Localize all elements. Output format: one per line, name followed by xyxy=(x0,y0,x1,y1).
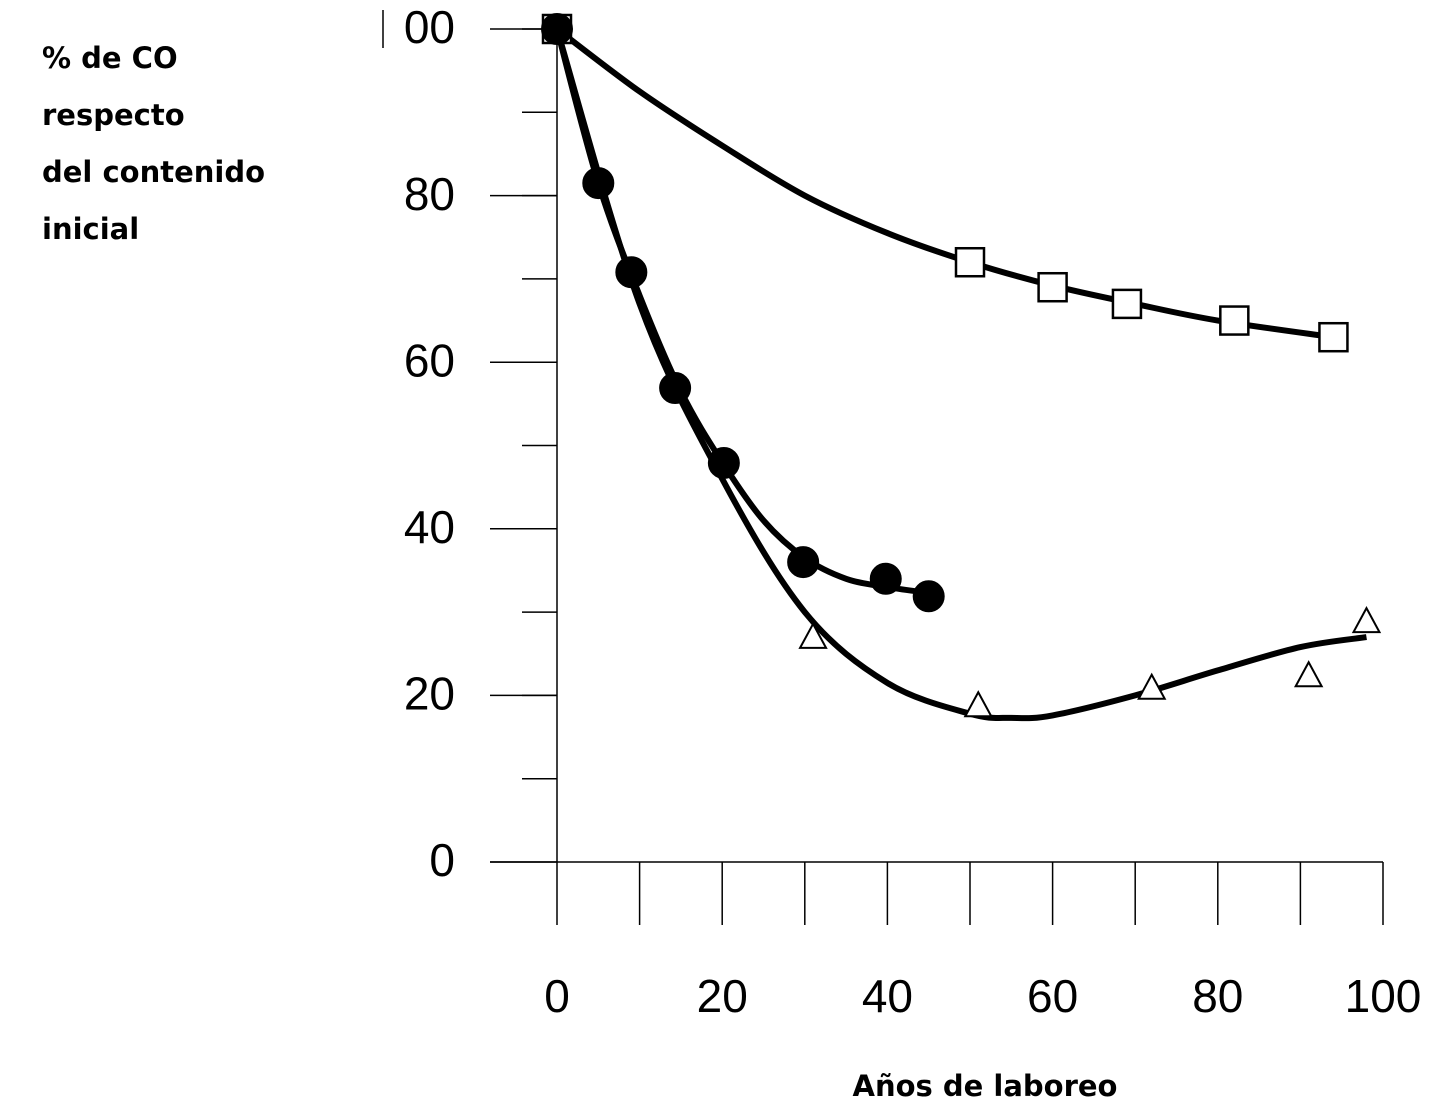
circle-marker xyxy=(869,562,902,595)
circle-marker xyxy=(787,546,820,579)
y-axis-title: respecto xyxy=(42,98,185,132)
y-axis-title: del contenido xyxy=(42,155,265,189)
y-axis-title: % de CO xyxy=(42,41,178,75)
triangle-marker xyxy=(1293,660,1324,688)
triangle-marker xyxy=(963,690,993,718)
y-tick-label: 00 xyxy=(404,1,455,53)
square-marker xyxy=(1111,288,1143,320)
x-tick-label: 60 xyxy=(1027,970,1078,1022)
y-tick-label: 20 xyxy=(404,668,455,720)
circle-marker xyxy=(912,580,945,613)
fit-curve xyxy=(554,28,930,596)
square-marker xyxy=(1219,305,1250,336)
circle-marker xyxy=(582,167,615,200)
x-tick-label: 20 xyxy=(697,970,748,1022)
x-tick-label: 80 xyxy=(1192,970,1243,1022)
circle-marker xyxy=(707,446,740,479)
y-tick-label: 80 xyxy=(404,168,455,220)
y-tick-label: 40 xyxy=(404,501,455,553)
triangle-marker xyxy=(798,621,828,649)
x-tick-label: 0 xyxy=(544,970,570,1022)
x-tick-label: 100 xyxy=(1345,970,1422,1022)
y-tick-label: 0 xyxy=(429,834,455,886)
y-axis-title: inicial xyxy=(42,212,139,246)
square-marker xyxy=(1318,321,1349,353)
y-tick-label: 60 xyxy=(404,334,455,386)
triangle-marker xyxy=(1137,672,1167,700)
x-axis-title: Años de laboreo xyxy=(853,1069,1118,1103)
x-tick-label: 40 xyxy=(862,970,913,1022)
square-marker xyxy=(1037,271,1068,303)
triangle-marker xyxy=(1351,605,1382,634)
circle-marker xyxy=(541,13,573,45)
fit-curve xyxy=(554,28,1367,722)
square-marker xyxy=(954,246,986,278)
circle-marker xyxy=(659,372,692,405)
fit-curve xyxy=(555,26,1334,341)
circle-marker xyxy=(615,256,648,289)
